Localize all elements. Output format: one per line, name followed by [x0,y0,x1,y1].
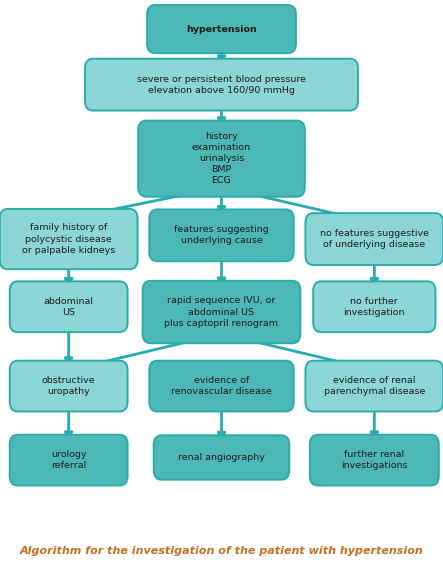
Text: features suggesting
underlying cause: features suggesting underlying cause [174,225,269,246]
FancyBboxPatch shape [143,281,300,343]
FancyBboxPatch shape [306,361,443,412]
FancyBboxPatch shape [10,435,128,486]
Text: abdominal
US: abdominal US [44,297,93,317]
Text: evidence of renal
parenchymal disease: evidence of renal parenchymal disease [324,376,425,396]
Text: obstructive
uropathy: obstructive uropathy [42,376,96,396]
FancyBboxPatch shape [0,209,137,269]
FancyBboxPatch shape [85,59,358,110]
Text: severe or persistent blood pressure
elevation above 160/90 mmHg: severe or persistent blood pressure elev… [137,75,306,95]
FancyBboxPatch shape [149,361,294,412]
FancyBboxPatch shape [306,213,443,265]
FancyBboxPatch shape [313,281,435,332]
FancyBboxPatch shape [138,121,305,197]
Text: rapid sequence IVU, or
abdominal US
plus captopril renogram: rapid sequence IVU, or abdominal US plus… [164,297,279,328]
FancyBboxPatch shape [149,209,294,261]
FancyBboxPatch shape [10,281,128,332]
Text: Algorithm for the investigation of the patient with hypertension: Algorithm for the investigation of the p… [19,546,424,556]
Text: hypertension: hypertension [186,25,257,34]
FancyBboxPatch shape [147,5,296,53]
Text: family history of
polycystic disease
or palpable kidneys: family history of polycystic disease or … [22,224,115,255]
FancyBboxPatch shape [10,361,128,412]
Text: renal angiography: renal angiography [178,453,265,462]
Text: history
examination
urinalysis
BMP
ECG: history examination urinalysis BMP ECG [192,132,251,186]
Text: further renal
investigations: further renal investigations [341,450,408,470]
Text: urology
referral: urology referral [51,450,86,470]
FancyBboxPatch shape [310,435,439,486]
FancyBboxPatch shape [154,435,289,480]
Text: evidence of
renovascular disease: evidence of renovascular disease [171,376,272,396]
Text: no features suggestive
of underlying disease: no features suggestive of underlying dis… [320,229,429,249]
Text: no further
investigation: no further investigation [344,297,405,317]
